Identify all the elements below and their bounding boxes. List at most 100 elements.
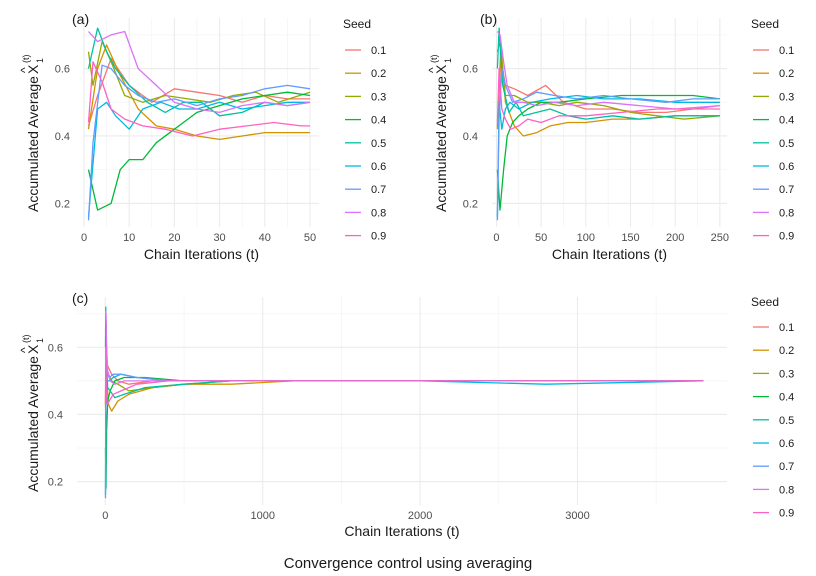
- legend-entry-0.8: 0.8: [371, 207, 386, 219]
- series-line-0.7: [87, 64, 311, 221]
- legend-entry-0.6: 0.6: [779, 161, 794, 173]
- legend-entry-0.3: 0.3: [371, 91, 386, 103]
- legend-entry-0.3: 0.3: [779, 91, 794, 103]
- legend-entry-0.4: 0.4: [779, 392, 794, 404]
- y-axis-label-text: Accumulated Average: [25, 356, 41, 492]
- legend-entry-0.8: 0.8: [779, 207, 794, 219]
- y-axis-label-symbol: X: [25, 64, 41, 74]
- y-tick-label: 0.2: [48, 477, 63, 489]
- y-axis-label: Accumulated Average X^ (t) 1: [18, 335, 45, 493]
- x-tick-label: 10: [123, 232, 135, 244]
- legend-entry-0.5: 0.5: [371, 138, 386, 150]
- legend-entry-0.8: 0.8: [779, 484, 794, 496]
- y-axis-label: Accumulated Average X^ (t) 1: [426, 55, 453, 213]
- series-line-0.4: [87, 91, 311, 211]
- legend-entry-0.2: 0.2: [779, 68, 794, 80]
- series-line-0.6: [496, 94, 720, 217]
- legend-entry-0.2: 0.2: [371, 68, 386, 80]
- x-tick-label: 50: [304, 232, 316, 244]
- y-tick-label: 0.4: [463, 131, 478, 143]
- legend-entry-0.5: 0.5: [779, 415, 794, 427]
- series-line-0.6: [87, 101, 310, 217]
- x-tick-label: 0: [493, 232, 499, 244]
- chart-panel-1: 0 10 20 30 40 50 0.2 0.4 0.6 (a) Chain Iterations …: [18, 11, 386, 262]
- y-axis-label-text: Accumulated Average: [25, 76, 41, 212]
- legend-entry-0.6: 0.6: [779, 438, 794, 450]
- y-tick-label: 0.4: [48, 409, 63, 421]
- legend: Seed 0.1 0.2 0.3 0.4 0.5 0.6 0.7 0.8 0.9: [343, 17, 386, 243]
- x-tick-label: 3000: [565, 510, 589, 522]
- y-tick-label: 0.6: [55, 64, 70, 76]
- x-tick-label: 200: [666, 232, 684, 244]
- series-line-0.5: [104, 306, 704, 399]
- y-axis-label-text: Accumulated Average: [433, 76, 449, 212]
- legend-entry-0.1: 0.1: [779, 45, 794, 57]
- y-axis-label-subscript: 1: [35, 338, 45, 343]
- y-axis-label-symbol: X: [25, 344, 41, 354]
- series-line-0.7: [496, 67, 720, 221]
- x-tick-label: 20: [168, 232, 180, 244]
- legend-entry-0.9: 0.9: [779, 231, 794, 243]
- legend-entry-0.9: 0.9: [371, 231, 386, 243]
- y-axis-label-hat: ^: [18, 67, 32, 73]
- legend-entry-0.7: 0.7: [779, 184, 794, 196]
- x-tick-label: 150: [621, 232, 639, 244]
- legend-entry-0.7: 0.7: [779, 461, 794, 473]
- x-axis-label: Chain Iterations (t): [344, 523, 459, 539]
- legend-entry-0.4: 0.4: [779, 115, 794, 127]
- y-axis-label-subscript: 1: [35, 58, 45, 63]
- x-tick-label: 2000: [408, 510, 432, 522]
- legend-title: Seed: [751, 17, 779, 31]
- legend-entry-0.2: 0.2: [779, 345, 794, 357]
- x-axis-label: Chain Iterations (t): [552, 246, 667, 262]
- x-tick-label: 0: [102, 510, 108, 522]
- y-tick-label: 0.4: [55, 131, 70, 143]
- legend-title: Seed: [343, 17, 371, 31]
- figure-caption: Convergence control using averaging: [283, 555, 533, 572]
- legend-title: Seed: [751, 295, 779, 309]
- series-line-0.2: [496, 44, 720, 137]
- series-line-0.9: [87, 61, 310, 137]
- legend-entry-0.7: 0.7: [371, 184, 386, 196]
- legend-entry-0.1: 0.1: [779, 322, 794, 334]
- series-line-0.4: [104, 376, 704, 489]
- x-tick-label: 0: [81, 232, 87, 244]
- x-tick-label: 1000: [250, 510, 274, 522]
- y-axis-label-hat: ^: [18, 347, 32, 353]
- series-line-0.5: [496, 27, 720, 120]
- x-tick-label: 250: [711, 232, 729, 244]
- legend: Seed 0.1 0.2 0.3 0.4 0.5 0.6 0.7 0.8 0.9: [751, 17, 794, 243]
- panel-label: (b): [480, 11, 497, 27]
- series-line-0.1: [87, 57, 310, 127]
- legend-entry-0.1: 0.1: [371, 45, 386, 57]
- series-line-0.8: [496, 31, 720, 110]
- y-tick-label: 0.6: [463, 64, 478, 76]
- series-line-0.4: [496, 94, 720, 211]
- x-axis-label: Chain Iterations (t): [144, 246, 259, 262]
- series-line-0.9: [104, 346, 704, 406]
- panel-label: (c): [72, 290, 88, 306]
- y-axis-label-superscript: (t): [21, 335, 31, 344]
- series-line-0.6: [104, 373, 704, 495]
- x-tick-label: 100: [577, 232, 595, 244]
- series-line-0.8: [88, 30, 311, 114]
- y-axis-label-hat: ^: [426, 67, 440, 73]
- x-tick-label: 30: [213, 232, 225, 244]
- y-tick-label: 0.6: [48, 342, 63, 354]
- chart-panel-3: 0 1000 2000 3000 0.2 0.4 0.6 (c) Chain Iteration…: [18, 290, 794, 539]
- y-tick-label: 0.2: [55, 198, 70, 210]
- series-line-0.7: [104, 353, 704, 499]
- legend: Seed 0.1 0.2 0.3 0.4 0.5 0.6 0.7 0.8 0.9: [751, 295, 794, 520]
- chart-panel-2: 0 50 100 150 200 250 0.2 0.4 0.6 (b) Chain Iterati…: [426, 11, 794, 262]
- y-axis-label-superscript: (t): [429, 55, 439, 64]
- x-tick-label: 40: [259, 232, 271, 244]
- y-axis-label: Accumulated Average X^ (t) 1: [18, 55, 45, 213]
- legend-entry-0.3: 0.3: [779, 368, 794, 380]
- series-line-0.9: [496, 67, 720, 130]
- panel-label: (a): [72, 11, 89, 27]
- legend-entry-0.4: 0.4: [371, 115, 386, 127]
- legend-entry-0.9: 0.9: [779, 508, 794, 520]
- series-line-0.5: [87, 27, 311, 117]
- legend-entry-0.5: 0.5: [779, 138, 794, 150]
